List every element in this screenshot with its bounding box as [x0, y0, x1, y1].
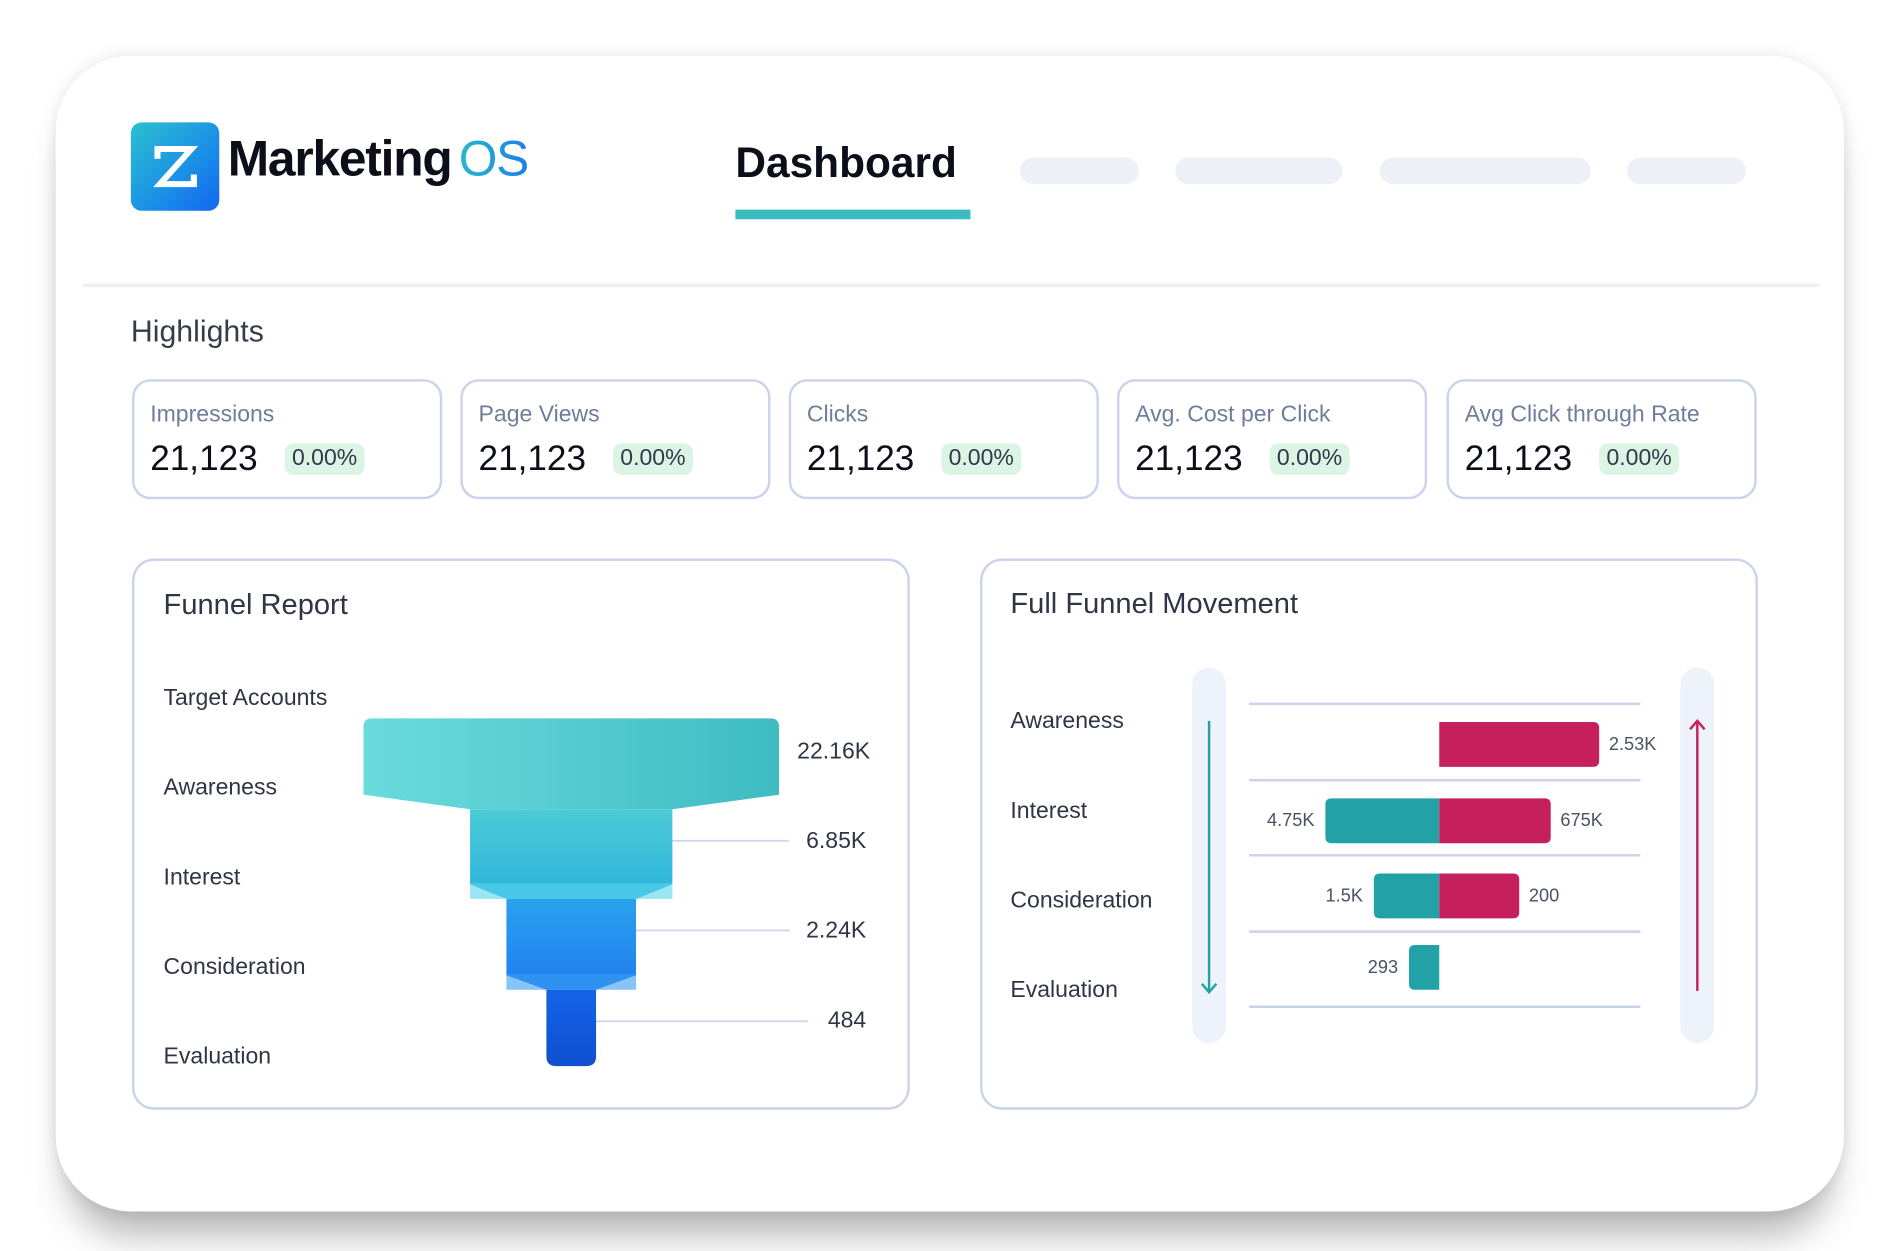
kpi-card[interactable]: Avg. Cost per Click 21,123 0.00%: [1117, 379, 1428, 500]
funnel-value: 2.24K: [806, 918, 867, 944]
kpi-change-badge: 0.00%: [1269, 443, 1350, 475]
funnel-segment-interest: [506, 898, 637, 990]
kpi-change-badge: 0.00%: [613, 443, 693, 475]
tab-placeholder[interactable]: [1379, 157, 1591, 185]
funnel-connectors: [596, 839, 809, 1023]
movement-value: 675K: [1560, 810, 1603, 832]
funnel-segment-awareness: [470, 809, 673, 899]
kpi-label: Avg. Cost per Click: [1135, 402, 1331, 428]
tab-placeholder[interactable]: [1020, 157, 1139, 185]
active-tab-indicator: [735, 209, 971, 220]
kpi-change-badge: 0.00%: [1599, 443, 1679, 475]
arrow-down-icon: [1200, 720, 1218, 995]
movement-stage-label: Consideration: [1010, 888, 1153, 914]
movement-value: 2.53K: [1608, 734, 1657, 755]
funnel-rim: [470, 883, 673, 899]
brand-suffix: OS: [458, 130, 530, 187]
funnel-value: 22.16K: [797, 739, 871, 765]
kpi-label: Page Views: [478, 402, 600, 428]
funnel-stage-label: Evaluation: [163, 1044, 272, 1070]
kpi-label: Impressions: [150, 402, 275, 428]
movement-value: 200: [1528, 885, 1560, 907]
header-divider: [82, 283, 1820, 288]
kpi-change-badge: 0.00%: [941, 443, 1022, 475]
bar-down-consideration: [1373, 873, 1440, 919]
funnel-segment-consideration: [546, 989, 597, 1067]
kpi-change-badge: 0.00%: [284, 443, 365, 475]
bar-down-interest: [1325, 798, 1440, 844]
highlights-title: Highlights: [130, 314, 264, 349]
movement-stage-label: Interest: [1010, 798, 1088, 824]
bar-up-consideration: [1439, 873, 1520, 919]
kpi-label: Avg Click through Rate: [1464, 402, 1700, 428]
kpi-card[interactable]: Avg Click through Rate 21,123 0.00%: [1446, 379, 1757, 500]
logo-z-glyph: [153, 145, 199, 188]
logo-icon: [130, 122, 220, 211]
movement-stage-label: Awareness: [1010, 708, 1124, 735]
brand-text: Marketing: [227, 130, 453, 187]
funnel-value: 484: [827, 1007, 867, 1034]
movement-value: 1.5K: [1325, 885, 1363, 907]
kpi-value: 21,123: [806, 439, 915, 479]
kpi-card[interactable]: Clicks 21,123 0.00%: [788, 379, 1099, 500]
movement-value: 4.75K: [1266, 810, 1315, 832]
kpi-card[interactable]: Page Views 21,123 0.00%: [460, 379, 771, 500]
funnel-stage-label: Consideration: [163, 954, 306, 981]
funnel-segment-target-accounts: [363, 718, 779, 810]
tab-dashboard[interactable]: Dashboard: [735, 139, 957, 187]
funnel-rim: [506, 974, 637, 990]
funnel-stage-label: Awareness: [163, 775, 278, 801]
arrow-up-icon: [1689, 718, 1706, 992]
bar-up-awareness: [1439, 722, 1600, 767]
kpi-label: Clicks: [806, 402, 869, 428]
kpi-value: 21,123: [1464, 439, 1573, 479]
brand-name: Marketing OS: [227, 130, 530, 188]
kpi-value: 21,123: [478, 439, 587, 479]
bar-down-evaluation: [1408, 944, 1440, 990]
tab-placeholder[interactable]: [1175, 157, 1343, 185]
kpi-value: 21,123: [150, 439, 258, 479]
funnel-stage-label: Interest: [163, 865, 241, 891]
bar-up-interest: [1439, 798, 1551, 844]
movement-stage-label: Evaluation: [1010, 977, 1118, 1004]
kpi-card[interactable]: Impressions 21,123 0.00%: [132, 379, 443, 500]
funnel-report-title: Funnel Report: [163, 588, 348, 622]
funnel-value: 6.85K: [806, 828, 867, 855]
tab-placeholder[interactable]: [1627, 157, 1746, 185]
full-funnel-title: Full Funnel Movement: [1010, 587, 1299, 621]
movement-value: 293: [1367, 957, 1399, 978]
kpi-value: 21,123: [1135, 439, 1243, 479]
funnel-stage-label: Target Accounts: [163, 685, 328, 712]
